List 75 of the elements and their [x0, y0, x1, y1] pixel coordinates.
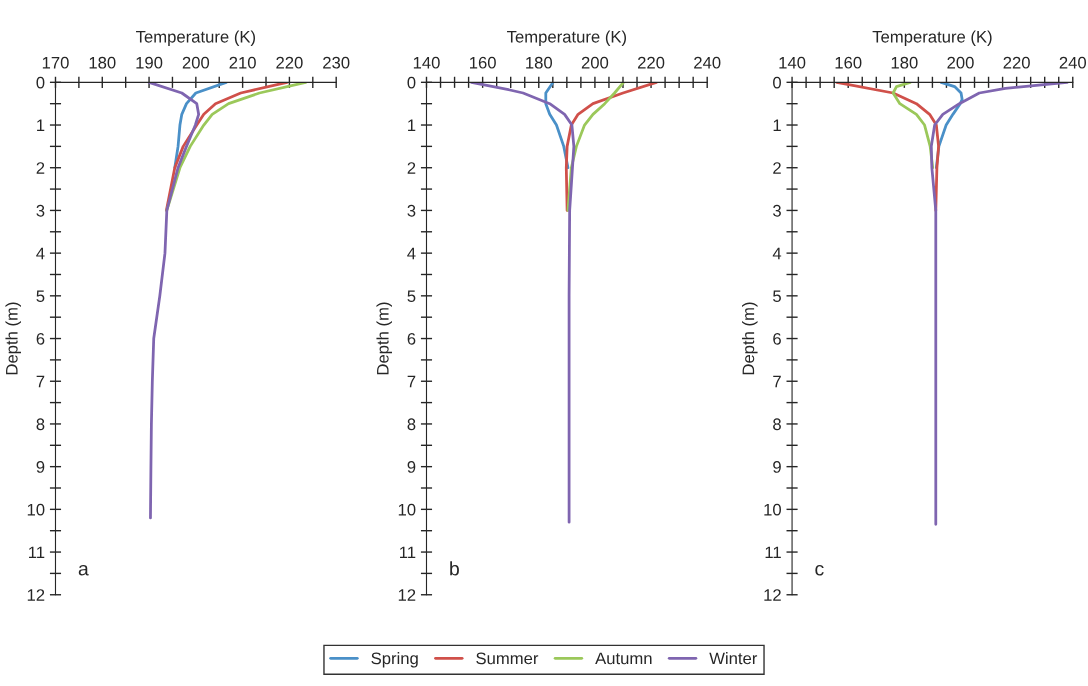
y-tick-label: 9	[773, 461, 781, 473]
legend-label: Autumn	[595, 652, 652, 665]
x-tick-label: 170	[42, 56, 69, 69]
line-series	[470, 82, 576, 524]
line-series	[929, 82, 1069, 526]
x-tick-label: 220	[1003, 56, 1030, 69]
y-tick-label: 6	[407, 332, 416, 345]
x-tick-label: 190	[136, 56, 163, 69]
line-series	[564, 82, 658, 212]
x-axis-title: Temperature (K)	[136, 30, 256, 46]
x-tick-label: 180	[89, 56, 116, 69]
annotation: b	[450, 561, 459, 576]
x-tick-label: 220	[276, 56, 303, 69]
x-tick-label: 240	[1059, 56, 1087, 69]
x-tick-label: 200	[182, 56, 210, 69]
y-tick-label: 1	[408, 119, 416, 132]
y-tick-label: 6	[773, 332, 781, 345]
y-tick-label: 10	[764, 503, 781, 516]
x-tick-label: 160	[470, 56, 496, 69]
y-tick-label: 8	[773, 418, 781, 431]
y-tick-label: 9	[407, 461, 416, 473]
y-tick-label: 4	[407, 247, 416, 260]
y-tick-label: 12	[398, 589, 416, 601]
y-tick-label: 10	[398, 503, 416, 516]
x-tick-label: 200	[947, 56, 974, 69]
y-tick-label: 11	[765, 546, 781, 559]
x-tick-label: 160	[835, 56, 862, 69]
x-tick-label: 180	[526, 56, 553, 69]
legend-label: Spring	[371, 652, 418, 668]
y-tick-label: 8	[407, 418, 416, 431]
y-tick-label: 3	[36, 204, 45, 217]
y-tick-label: 11	[400, 546, 416, 559]
y-tick-label: 0	[36, 76, 45, 89]
y-axis-title: Depth (m)	[742, 302, 758, 375]
y-tick-label: 7	[407, 375, 416, 388]
y-tick-label: 4	[36, 247, 45, 260]
x-axis-title: Temperature (K)	[507, 30, 627, 46]
y-tick-label: 1	[37, 119, 45, 132]
x-tick-label: 220	[638, 56, 665, 69]
y-tick-label: 2	[773, 162, 781, 174]
annotation: c	[815, 564, 824, 576]
y-tick-label: 11	[29, 546, 45, 559]
x-axis-title: Temperature (K)	[872, 30, 992, 46]
y-tick-label: 3	[773, 204, 781, 217]
y-tick-label: 5	[36, 290, 45, 303]
y-tick-label: 12	[764, 589, 781, 601]
y-tick-label: 4	[772, 247, 782, 260]
y-tick-label: 7	[773, 375, 781, 388]
y-tick-label: 8	[36, 418, 45, 431]
y-tick-label: 7	[36, 375, 45, 388]
y-tick-label: 9	[36, 461, 45, 473]
y-tick-label: 12	[27, 589, 45, 601]
line-series	[147, 82, 201, 520]
legend-label: Winter	[709, 652, 758, 665]
y-tick-label: 5	[407, 290, 416, 303]
y-tick-label: 0	[407, 76, 416, 89]
x-tick-label: 140	[413, 56, 440, 69]
y-tick-label: 1	[773, 119, 781, 132]
y-tick-label: 2	[36, 162, 45, 174]
x-tick-label: 180	[891, 56, 918, 69]
x-tick-label: 210	[229, 56, 256, 69]
y-axis-title: Depth (m)	[376, 302, 392, 375]
y-tick-label: 2	[407, 162, 416, 174]
legend-label: Summer	[476, 652, 539, 665]
y-tick-label: 5	[773, 290, 781, 303]
x-tick-label: 230	[323, 56, 350, 69]
annotation: a	[78, 564, 89, 576]
y-tick-label: 6	[36, 332, 45, 345]
y-tick-label: 0	[773, 76, 781, 89]
x-tick-label: 140	[779, 56, 806, 69]
y-tick-label: 3	[407, 204, 416, 217]
x-tick-label: 240	[694, 56, 721, 69]
y-axis-title: Depth (m)	[5, 302, 21, 375]
y-tick-label: 10	[27, 503, 45, 516]
x-tick-label: 200	[581, 56, 609, 69]
